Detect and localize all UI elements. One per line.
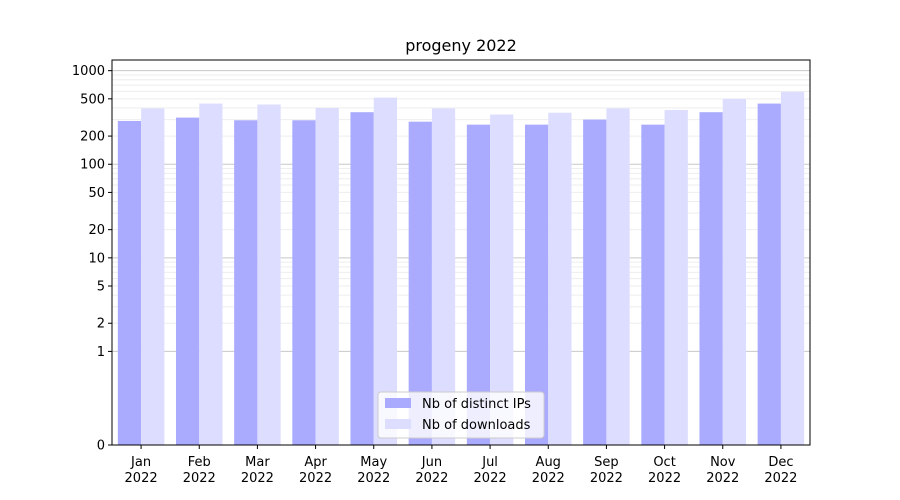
x-tick-label-month: Dec (768, 455, 793, 470)
plot-area-frame (111, 59, 811, 446)
bar-downloads (315, 107, 339, 446)
bar-distinct-ips (292, 120, 316, 445)
legend-label-downloads: Nb of downloads (422, 418, 531, 433)
y-tick-label: 50 (88, 186, 105, 201)
legend: Nb of distinct IPs Nb of downloads (377, 391, 545, 439)
x-tick-label-year: 2022 (299, 471, 332, 486)
x-axis: Jan2022Feb2022Mar2022Apr2022May2022Jun20… (125, 445, 797, 486)
bar-downloads (199, 103, 223, 446)
x-tick-label-year: 2022 (648, 471, 681, 486)
x-tick-label-month: Mar (245, 455, 270, 470)
bar-distinct-ips (175, 117, 200, 445)
y-tick-label: 1000 (72, 64, 105, 79)
bar-distinct-ips (408, 121, 432, 446)
bar-downloads (490, 114, 514, 445)
y-tick-label: 200 (80, 130, 105, 145)
legend-swatch-distinct-ips (385, 398, 411, 408)
x-tick-label-month: May (360, 455, 387, 470)
x-tick-label-year: 2022 (474, 471, 507, 486)
x-tick-label-month: Sep (594, 455, 619, 470)
y-tick-label: 2 (97, 317, 105, 332)
x-tick-label-year: 2022 (764, 471, 797, 486)
bar-downloads (373, 97, 398, 445)
legend-label-distinct-ips: Nb of distinct IPs (422, 397, 531, 412)
x-tick-label-month: Apr (304, 455, 327, 470)
bar-downloads (780, 91, 805, 445)
bar-distinct-ips (583, 119, 607, 446)
bar-distinct-ips (641, 124, 665, 445)
y-tick-label: 10 (88, 251, 105, 266)
bar-distinct-ips (757, 103, 781, 446)
legend-swatch-downloads (385, 419, 411, 429)
bar-downloads (664, 109, 688, 446)
x-tick-label-month: Feb (188, 455, 211, 470)
bar-distinct-ips (524, 124, 549, 445)
y-tick-label: 1 (97, 345, 105, 360)
chart-title: progeny 2022 (405, 36, 517, 55)
bars (117, 91, 805, 446)
x-tick-label-month: Jul (481, 455, 498, 470)
y-tick-label: 0 (97, 439, 105, 454)
x-tick-label-year: 2022 (183, 471, 216, 486)
bar-distinct-ips (699, 112, 723, 445)
bar-distinct-ips (117, 120, 142, 445)
grid-lines (112, 70, 810, 352)
bar-downloads (548, 112, 572, 445)
bar-downloads (141, 108, 165, 446)
y-axis: 0 1 2 5 10 20 50 100 200 500 1000 (72, 64, 112, 454)
bar-downloads (257, 104, 281, 445)
legend-box (377, 391, 545, 439)
x-tick-label-month: Nov (710, 455, 736, 470)
x-tick-label-month: Jun (421, 455, 442, 470)
y-tick-label: 500 (80, 92, 105, 107)
x-tick-label-year: 2022 (532, 471, 565, 486)
bar-downloads (606, 108, 630, 446)
bar-distinct-ips (234, 120, 258, 445)
x-tick-label-year: 2022 (241, 471, 274, 486)
x-tick-label-year: 2022 (357, 471, 390, 486)
x-tick-label-month: Aug (536, 455, 561, 470)
x-tick-label-month: Jan (130, 455, 151, 470)
y-tick-label: 5 (97, 280, 105, 295)
bar-distinct-ips (466, 124, 491, 445)
x-tick-label-month: Oct (653, 455, 675, 470)
bar-downloads (431, 108, 456, 446)
x-tick-label-year: 2022 (415, 471, 448, 486)
x-tick-label-year: 2022 (706, 471, 739, 486)
x-tick-label-year: 2022 (125, 471, 158, 486)
bar-distinct-ips (350, 112, 374, 445)
y-tick-label: 100 (80, 158, 105, 173)
bar-downloads (722, 98, 747, 446)
x-tick-label-year: 2022 (590, 471, 623, 486)
y-tick-label: 20 (88, 223, 105, 238)
